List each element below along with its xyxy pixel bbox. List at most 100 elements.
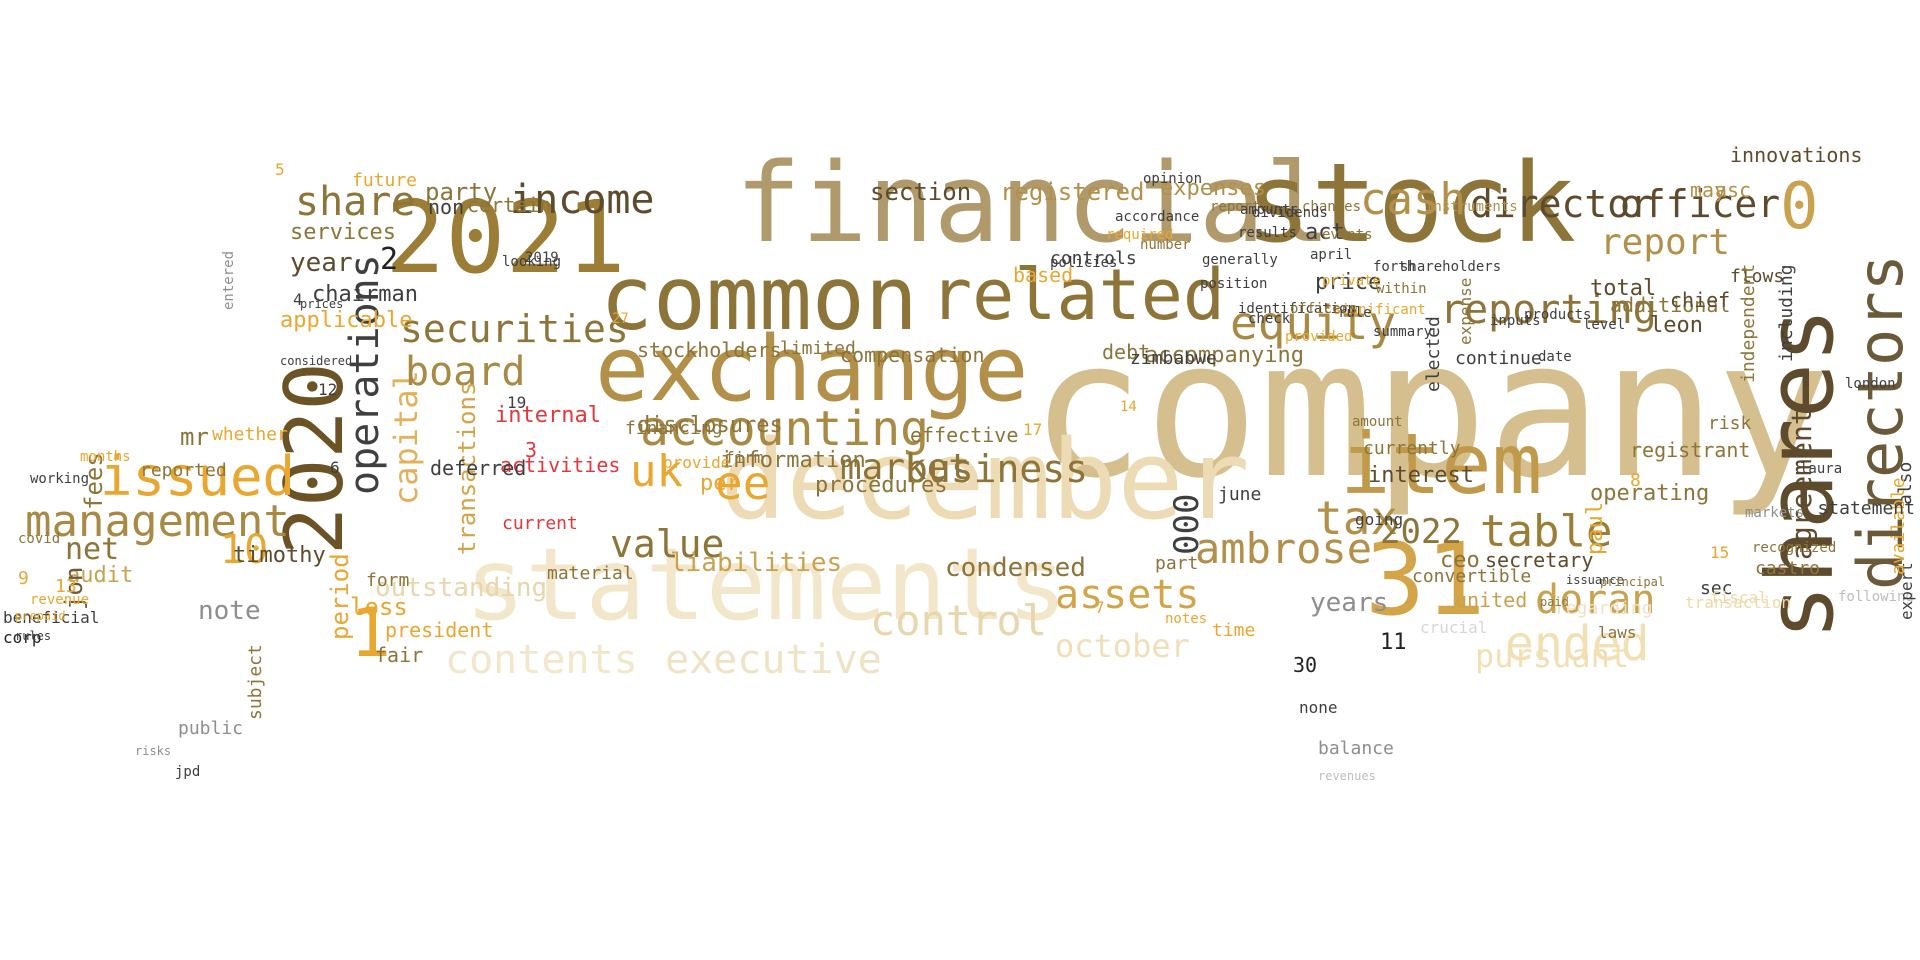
cloud-word: markets xyxy=(1745,505,1805,521)
cloud-word: regarding xyxy=(1555,598,1653,619)
cloud-word: debt xyxy=(1102,340,1151,364)
cloud-word: innovations xyxy=(1730,143,1863,167)
cloud-word: issued xyxy=(100,445,296,508)
cloud-word: time xyxy=(1212,620,1256,641)
cloud-word: president xyxy=(385,618,494,642)
cloud-word: mr xyxy=(180,423,209,451)
cloud-word: check xyxy=(1248,311,1291,327)
cloud-word: effective xyxy=(910,423,1019,447)
cloud-word: policies xyxy=(1050,255,1118,271)
cloud-word: report xyxy=(1600,222,1731,263)
cloud-word: 8 xyxy=(1630,470,1641,491)
cloud-word: balance xyxy=(1318,738,1394,759)
cloud-word: information xyxy=(720,448,866,473)
cloud-word: 11 xyxy=(1380,630,1407,655)
cloud-word: 9 xyxy=(18,568,29,589)
cloud-word: registered xyxy=(1000,178,1145,206)
cloud-word: 2 xyxy=(380,242,399,277)
cloud-word: contents xyxy=(445,637,638,683)
cloud-word: forth xyxy=(1373,259,1416,275)
cloud-word: current xyxy=(502,513,578,534)
cloud-word: pursuant xyxy=(1475,637,1630,675)
cloud-word: following xyxy=(1838,589,1914,605)
cloud-word: required xyxy=(1106,227,1174,243)
cloud-word: loss xyxy=(350,593,408,621)
cloud-word: revenue xyxy=(30,592,90,608)
cloud-word: 27 xyxy=(612,311,629,327)
cloud-word: considered xyxy=(280,354,353,368)
cloud-word: united xyxy=(1455,588,1528,612)
cloud-word: exchange xyxy=(595,317,1029,422)
cloud-word: uk xyxy=(630,446,683,497)
cloud-word: april xyxy=(1310,247,1353,263)
cloud-word: equity xyxy=(1230,296,1397,350)
cloud-word: summary xyxy=(1373,324,1433,340)
cloud-word: provide xyxy=(663,453,731,472)
cloud-word: audit xyxy=(67,563,134,588)
cloud-word: rules xyxy=(15,629,52,643)
cloud-word: available xyxy=(1888,477,1909,575)
cloud-word: significant xyxy=(1333,302,1426,318)
cloud-word: prepaid xyxy=(15,609,66,623)
cloud-word: compensation xyxy=(840,343,985,367)
cloud-word: recognized xyxy=(1752,540,1837,556)
cloud-word: act xyxy=(1305,220,1345,245)
cloud-word: 000 xyxy=(1167,493,1207,555)
cloud-word: 30 xyxy=(1293,653,1318,677)
cloud-word: chief xyxy=(1670,288,1731,312)
cloud-word: based xyxy=(1013,263,1074,287)
cloud-word: covid xyxy=(18,531,61,547)
cloud-word: june xyxy=(1218,484,1262,505)
cloud-word: ee xyxy=(715,456,771,510)
cloud-word: business xyxy=(905,447,1089,491)
cloud-word: 1 xyxy=(350,594,391,673)
cloud-word: generally xyxy=(1202,252,1278,268)
cloud-word: october xyxy=(1055,627,1190,665)
cloud-word: board xyxy=(405,349,526,395)
cloud-word: market xyxy=(840,447,971,488)
cloud-word: period xyxy=(326,553,354,640)
cloud-word: party xyxy=(425,178,498,206)
cloud-word: 19 xyxy=(507,393,527,412)
cloud-word: chairman xyxy=(312,282,418,307)
cloud-word: director xyxy=(1470,182,1654,226)
cloud-word: revenues xyxy=(1318,769,1376,783)
cloud-word: level xyxy=(1583,317,1626,333)
cloud-word: 2021 xyxy=(385,179,626,296)
cloud-word: reported xyxy=(140,460,227,481)
cloud-word: risks xyxy=(135,744,172,758)
cloud-word: agreement xyxy=(1785,408,1818,560)
cloud-word: flows xyxy=(1730,266,1785,287)
cloud-word: common xyxy=(600,247,918,350)
cloud-word: stock xyxy=(1245,139,1577,267)
cloud-word: amount xyxy=(1352,414,1403,430)
cloud-word: tax xyxy=(1315,491,1399,545)
cloud-word: registrant xyxy=(1630,438,1751,462)
cloud-word: events xyxy=(1322,227,1373,243)
cloud-word: 6 xyxy=(330,458,340,477)
cloud-word: accordance xyxy=(1115,209,1200,225)
cloud-word: rule xyxy=(1338,305,1372,321)
cloud-word: cash xyxy=(1360,174,1466,225)
cloud-word: services xyxy=(290,220,396,245)
cloud-word: table xyxy=(1480,506,1613,557)
cloud-word: crucial xyxy=(1420,618,1488,637)
cloud-word: non xyxy=(428,195,465,219)
cloud-word: company xyxy=(1030,299,1831,520)
cloud-word: certain xyxy=(467,193,552,217)
cloud-word: leon xyxy=(1650,313,1703,338)
cloud-word: officer xyxy=(1620,182,1781,226)
cloud-word: continue xyxy=(1455,348,1542,369)
cloud-word: position xyxy=(1200,276,1268,292)
cloud-word: deferred xyxy=(430,456,527,480)
cloud-word: liabilities xyxy=(670,548,843,578)
cloud-word: zimbabwe xyxy=(1130,348,1217,369)
cloud-word: expenses xyxy=(1160,176,1266,201)
cloud-word: control xyxy=(870,596,1048,645)
cloud-word: 4 xyxy=(293,290,303,309)
cloud-word: ended xyxy=(1505,616,1650,672)
cloud-word: statements xyxy=(465,526,1068,643)
cloud-word: laura xyxy=(1800,461,1843,477)
cloud-word: jpd xyxy=(175,764,201,780)
cloud-word: statement xyxy=(1817,498,1915,519)
